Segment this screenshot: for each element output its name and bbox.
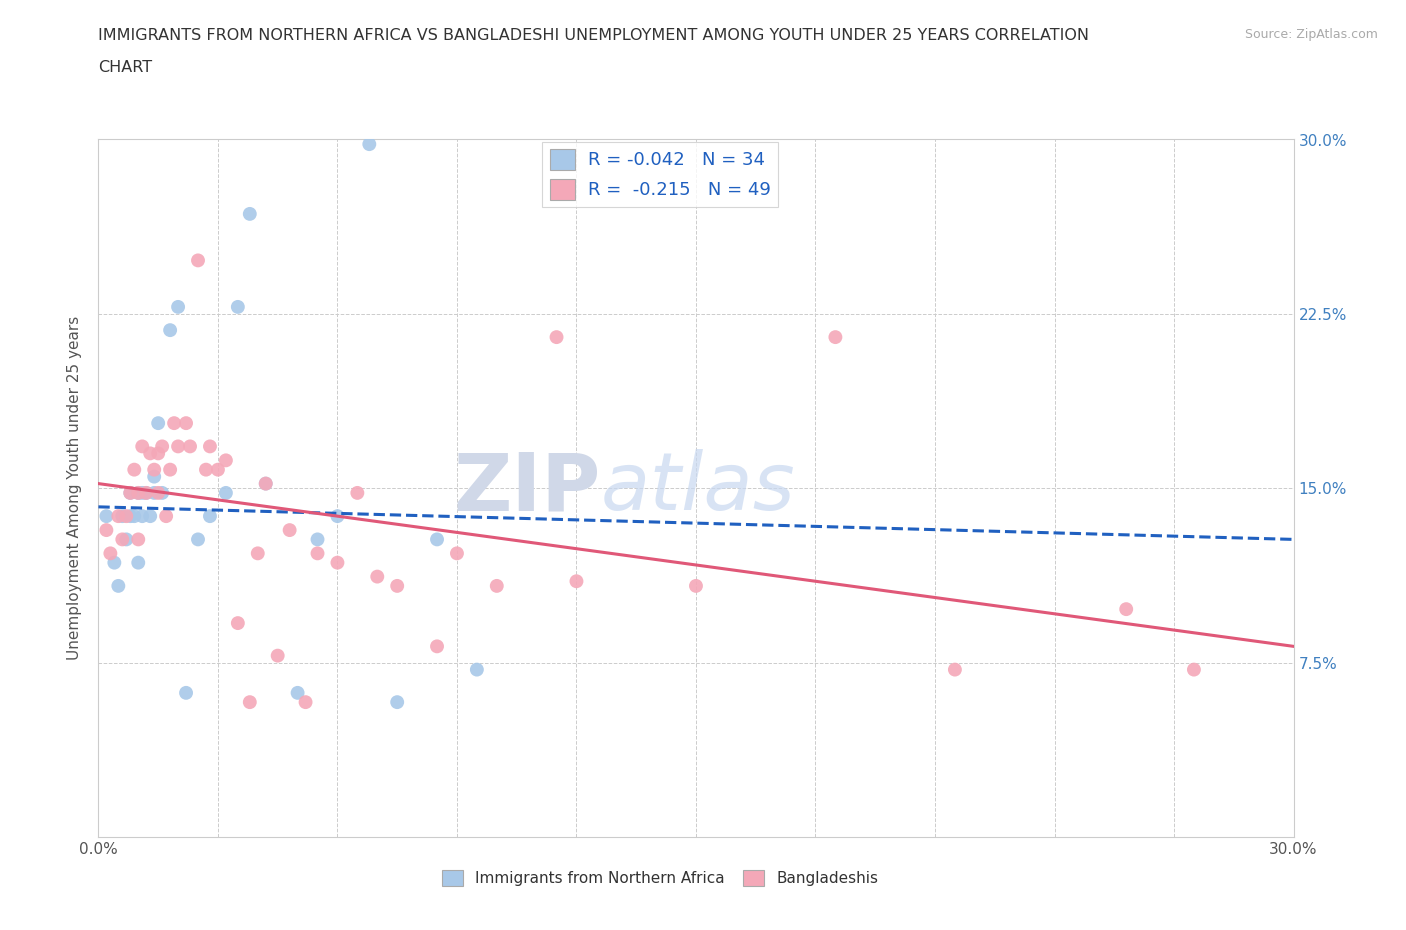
Point xyxy=(103,555,125,570)
Point xyxy=(148,445,170,460)
Point xyxy=(131,439,153,454)
Point xyxy=(195,462,218,477)
Point xyxy=(187,532,209,547)
Point xyxy=(287,685,309,700)
Point xyxy=(485,578,508,593)
Point xyxy=(198,439,221,454)
Point xyxy=(943,662,966,677)
Legend: Immigrants from Northern Africa, Bangladeshis: Immigrants from Northern Africa, Banglad… xyxy=(436,864,884,892)
Point xyxy=(127,555,149,570)
Point xyxy=(294,695,316,710)
Point xyxy=(127,485,149,500)
Point xyxy=(239,695,262,710)
Point xyxy=(215,453,238,468)
Point xyxy=(426,532,449,547)
Point xyxy=(143,485,166,500)
Point xyxy=(148,485,170,500)
Point xyxy=(148,416,170,431)
Point xyxy=(135,485,157,500)
Point xyxy=(307,532,329,547)
Point xyxy=(135,485,157,500)
Point xyxy=(139,445,162,460)
Point xyxy=(139,509,162,524)
Point xyxy=(824,330,846,345)
Point xyxy=(546,330,568,345)
Point xyxy=(131,509,153,524)
Point xyxy=(111,532,134,547)
Point xyxy=(187,253,209,268)
Point xyxy=(127,485,149,500)
Y-axis label: Unemployment Among Youth under 25 years: Unemployment Among Youth under 25 years xyxy=(67,316,83,660)
Point xyxy=(120,509,142,524)
Point xyxy=(207,462,229,477)
Point xyxy=(96,523,118,538)
Point xyxy=(226,299,249,314)
Point xyxy=(1182,662,1205,677)
Point xyxy=(426,639,449,654)
Point xyxy=(127,532,149,547)
Point xyxy=(226,616,249,631)
Point xyxy=(107,509,129,524)
Point xyxy=(385,695,409,710)
Point xyxy=(159,323,181,338)
Point xyxy=(107,578,129,593)
Point xyxy=(179,439,201,454)
Point xyxy=(124,462,146,477)
Point xyxy=(115,509,138,524)
Point xyxy=(254,476,277,491)
Point xyxy=(366,569,388,584)
Point xyxy=(465,662,488,677)
Point xyxy=(239,206,262,221)
Point xyxy=(159,462,181,477)
Point xyxy=(307,546,329,561)
Point xyxy=(326,555,349,570)
Text: atlas: atlas xyxy=(600,449,796,527)
Point xyxy=(120,485,142,500)
Point xyxy=(278,523,301,538)
Text: ZIP: ZIP xyxy=(453,449,600,527)
Point xyxy=(565,574,588,589)
Point xyxy=(167,299,190,314)
Point xyxy=(143,462,166,477)
Point xyxy=(267,648,290,663)
Point xyxy=(115,532,138,547)
Point xyxy=(198,509,221,524)
Point xyxy=(111,509,134,524)
Point xyxy=(155,509,177,524)
Point xyxy=(150,485,173,500)
Point xyxy=(124,509,146,524)
Point xyxy=(446,546,468,561)
Point xyxy=(685,578,707,593)
Point xyxy=(100,546,122,561)
Point xyxy=(1115,602,1137,617)
Text: IMMIGRANTS FROM NORTHERN AFRICA VS BANGLADESHI UNEMPLOYMENT AMONG YOUTH UNDER 25: IMMIGRANTS FROM NORTHERN AFRICA VS BANGL… xyxy=(98,28,1090,43)
Point xyxy=(254,476,277,491)
Point xyxy=(143,469,166,484)
Point xyxy=(359,137,381,152)
Point xyxy=(246,546,269,561)
Text: CHART: CHART xyxy=(98,60,152,75)
Point xyxy=(131,485,153,500)
Point xyxy=(385,578,409,593)
Point xyxy=(120,485,142,500)
Point xyxy=(174,685,197,700)
Point xyxy=(215,485,238,500)
Point xyxy=(346,485,368,500)
Point xyxy=(326,509,349,524)
Point xyxy=(163,416,186,431)
Point xyxy=(96,509,118,524)
Point xyxy=(174,416,197,431)
Text: Source: ZipAtlas.com: Source: ZipAtlas.com xyxy=(1244,28,1378,41)
Point xyxy=(167,439,190,454)
Point xyxy=(150,439,173,454)
